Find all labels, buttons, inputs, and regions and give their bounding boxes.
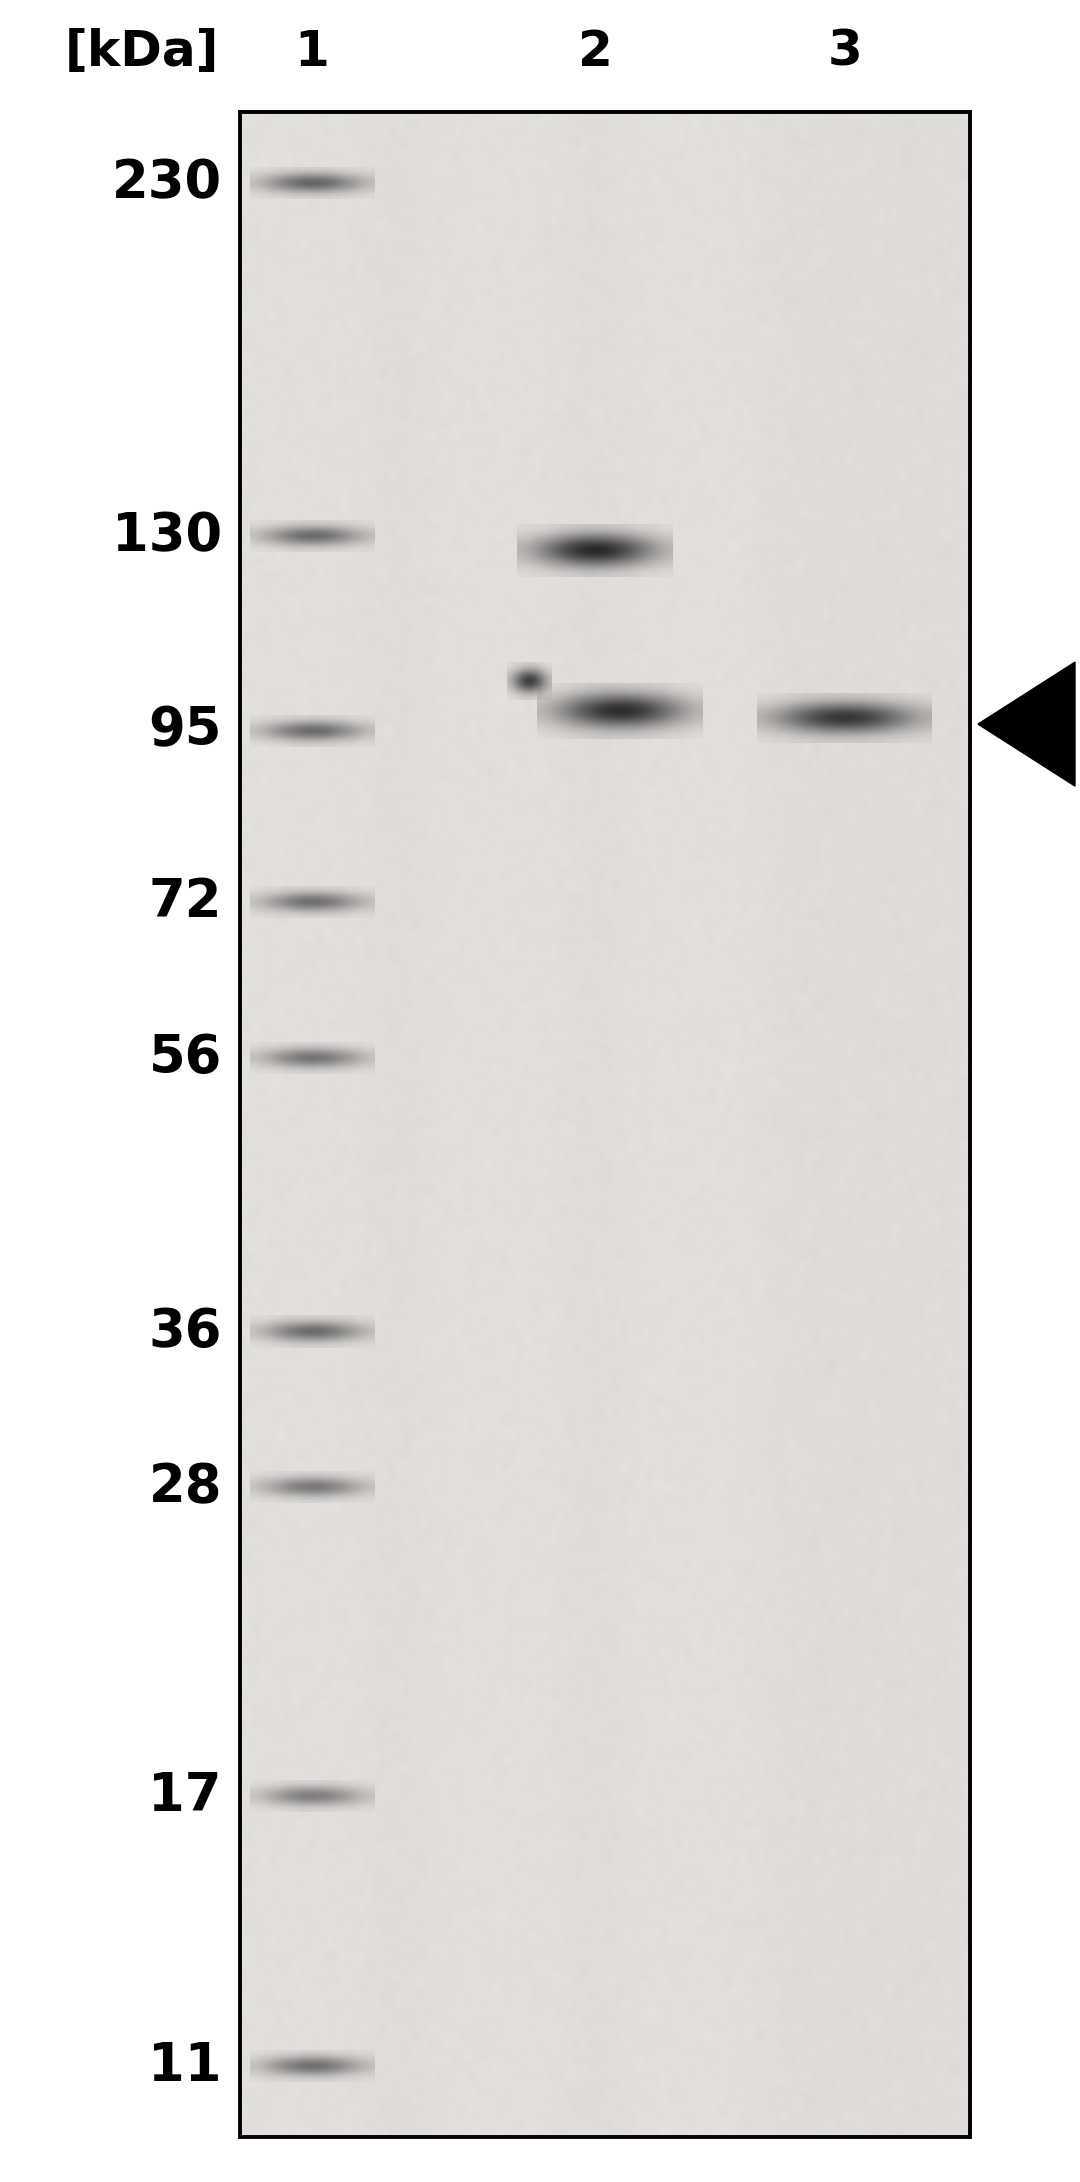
Text: 95: 95 (149, 705, 222, 757)
Text: 230: 230 (112, 157, 222, 209)
Text: 2: 2 (578, 28, 612, 76)
Text: 11: 11 (148, 2040, 222, 2093)
Text: 72: 72 (148, 877, 222, 927)
Text: 17: 17 (148, 1770, 222, 1822)
Text: 3: 3 (827, 28, 862, 76)
Text: 36: 36 (148, 1305, 222, 1357)
Text: 56: 56 (149, 1032, 222, 1084)
Polygon shape (978, 661, 1075, 786)
Text: 1: 1 (295, 28, 329, 76)
Text: [kDa]: [kDa] (65, 28, 219, 76)
Bar (240, 111, 970, 2136)
Text: 130: 130 (112, 511, 222, 563)
Text: 28: 28 (148, 1462, 222, 1514)
